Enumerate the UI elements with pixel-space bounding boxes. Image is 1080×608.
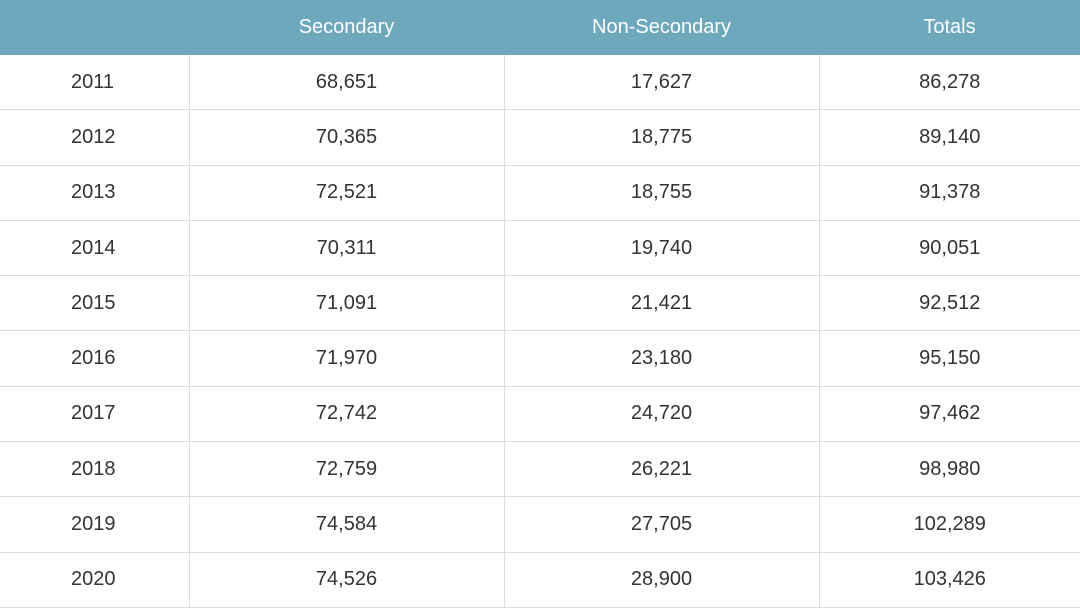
totals-cell: 95,150 bbox=[819, 330, 1080, 387]
secondary-cell: 72,742 bbox=[189, 386, 505, 443]
year-cell: 2018 bbox=[0, 441, 190, 498]
totals-cell: 98,980 bbox=[819, 441, 1080, 498]
secondary-cell: 70,311 bbox=[189, 220, 505, 277]
table-row: 2020 74,526 28,900 103,426 bbox=[0, 552, 1080, 608]
totals-cell: 92,512 bbox=[819, 275, 1080, 332]
non-secondary-cell: 23,180 bbox=[504, 330, 820, 387]
non-secondary-cell: 21,421 bbox=[504, 275, 820, 332]
header-cell-totals: Totals bbox=[819, 0, 1080, 55]
non-secondary-cell: 18,755 bbox=[504, 165, 820, 221]
totals-cell: 89,140 bbox=[819, 109, 1080, 166]
year-cell: 2019 bbox=[0, 496, 190, 553]
non-secondary-cell: 27,705 bbox=[504, 496, 820, 553]
secondary-cell: 72,521 bbox=[189, 165, 505, 221]
year-cell: 2016 bbox=[0, 330, 190, 387]
non-secondary-cell: 24,720 bbox=[504, 386, 820, 443]
secondary-cell: 68,651 bbox=[189, 55, 505, 111]
table-row: 2019 74,584 27,705 102,289 bbox=[0, 496, 1080, 553]
year-cell: 2017 bbox=[0, 386, 190, 443]
non-secondary-cell: 19,740 bbox=[504, 220, 820, 277]
secondary-cell: 74,584 bbox=[189, 496, 505, 553]
table-body: 2011 68,651 17,627 86,278 2012 70,365 18,775 89… bbox=[0, 55, 1080, 608]
non-secondary-cell: 28,900 bbox=[504, 552, 820, 608]
table-row: 2016 71,970 23,180 95,150 bbox=[0, 330, 1080, 387]
table-row: 2014 70,311 19,740 90,051 bbox=[0, 220, 1080, 277]
year-cell: 2014 bbox=[0, 220, 190, 277]
year-cell: 2020 bbox=[0, 552, 190, 608]
secondary-cell: 70,365 bbox=[189, 109, 505, 166]
table-row: 2015 71,091 21,421 92,512 bbox=[0, 275, 1080, 332]
table-row: 2017 72,742 24,720 97,462 bbox=[0, 386, 1080, 443]
totals-cell: 102,289 bbox=[819, 496, 1080, 553]
totals-cell: 86,278 bbox=[819, 55, 1080, 111]
secondary-cell: 74,526 bbox=[189, 552, 505, 608]
header-cell-secondary: Secondary bbox=[189, 0, 504, 55]
secondary-cell: 71,970 bbox=[189, 330, 505, 387]
secondary-cell: 71,091 bbox=[189, 275, 505, 332]
table-row: 2011 68,651 17,627 86,278 bbox=[0, 55, 1080, 111]
year-cell: 2013 bbox=[0, 165, 190, 221]
table-header: Secondary Non-Secondary Totals bbox=[0, 0, 1080, 55]
totals-cell: 91,378 bbox=[819, 165, 1080, 221]
header-cell-year bbox=[0, 0, 189, 55]
non-secondary-cell: 26,221 bbox=[504, 441, 820, 498]
table-row: 2012 70,365 18,775 89,140 bbox=[0, 109, 1080, 166]
table-row: 2018 72,759 26,221 98,980 bbox=[0, 441, 1080, 498]
table-row: 2013 72,521 18,755 91,378 bbox=[0, 165, 1080, 221]
secondary-cell: 72,759 bbox=[189, 441, 505, 498]
non-secondary-cell: 18,775 bbox=[504, 109, 820, 166]
totals-cell: 103,426 bbox=[819, 552, 1080, 608]
year-cell: 2011 bbox=[0, 55, 190, 111]
totals-cell: 97,462 bbox=[819, 386, 1080, 443]
year-cell: 2015 bbox=[0, 275, 190, 332]
year-cell: 2012 bbox=[0, 109, 190, 166]
totals-cell: 90,051 bbox=[819, 220, 1080, 277]
header-cell-non-secondary: Non-Secondary bbox=[504, 0, 819, 55]
header-row: Secondary Non-Secondary Totals bbox=[0, 0, 1080, 55]
non-secondary-cell: 17,627 bbox=[504, 55, 820, 111]
